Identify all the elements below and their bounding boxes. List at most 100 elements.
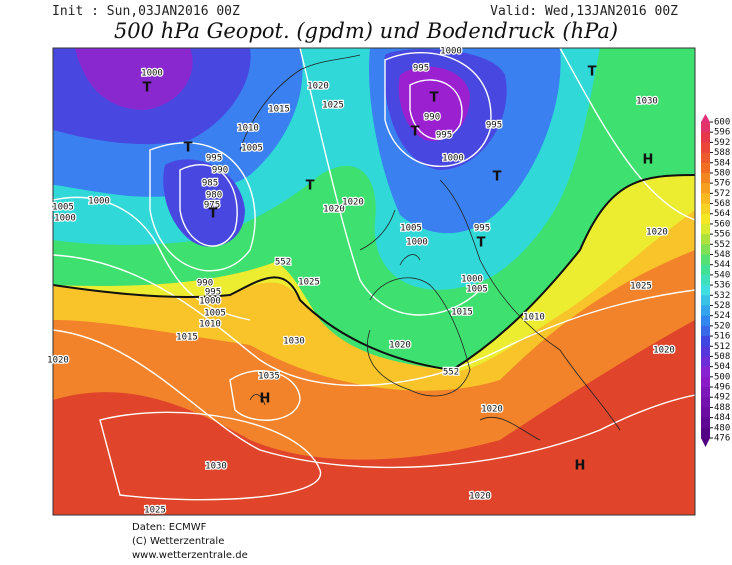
colorbar-label: 548 xyxy=(714,250,730,260)
pressure-center: T xyxy=(430,91,439,106)
isobar-label: 1025 xyxy=(322,101,344,111)
colorbar-label: 552 xyxy=(714,240,730,250)
colorbar-label: 512 xyxy=(714,342,730,352)
colorbar-label: 580 xyxy=(714,168,730,178)
colorbar-label: 544 xyxy=(714,260,730,270)
footer-line: (C) Wetterzentrale xyxy=(132,536,224,547)
isobar-label: 980 xyxy=(206,191,222,201)
colorbar-label: 524 xyxy=(714,311,730,321)
colorbar-label: 572 xyxy=(714,189,730,199)
colorbar-band xyxy=(701,376,710,388)
pressure-center: T xyxy=(209,207,218,222)
isobar-label: 1025 xyxy=(144,506,166,516)
isobar-label: 995 xyxy=(206,154,222,164)
pressure-center: T xyxy=(588,65,597,80)
isobar-label: 1005 xyxy=(241,144,263,154)
colorbar-band xyxy=(701,295,710,306)
pressure-center: H xyxy=(575,459,586,474)
colorbar-band xyxy=(701,346,710,357)
isobar-label: 995 xyxy=(474,224,490,234)
pressure-center: T xyxy=(184,141,193,156)
colorbar-label: 516 xyxy=(714,332,730,342)
colorbar-label: 536 xyxy=(714,281,730,291)
colorbar-label: 584 xyxy=(714,158,730,168)
colorbar-band xyxy=(701,417,710,429)
isobar-label: 1010 xyxy=(199,320,221,330)
colorbar-band xyxy=(701,264,710,276)
colorbar-band xyxy=(701,142,710,154)
isobar-label: 1010 xyxy=(523,313,545,323)
colorbar-band xyxy=(701,356,710,368)
colorbar-label: 532 xyxy=(714,291,730,301)
colorbar-band xyxy=(701,315,710,327)
footer-line: Daten: ECMWF xyxy=(132,522,207,533)
isobar-label: 1005 xyxy=(52,203,74,213)
colorbar-band xyxy=(701,162,710,174)
colorbar-band xyxy=(701,285,710,296)
colorbar-label: 496 xyxy=(714,383,730,393)
colorbar-band xyxy=(701,183,710,194)
pressure-center: T xyxy=(306,179,315,194)
isobar-label: 1015 xyxy=(176,333,198,343)
isobar-label: 1025 xyxy=(630,282,652,292)
isobar-label: 1020 xyxy=(307,82,329,92)
colorbar-label: 540 xyxy=(714,270,730,280)
colorbar-label: 492 xyxy=(714,393,730,403)
isobar-label: 1005 xyxy=(400,224,422,234)
colorbar-band xyxy=(701,366,710,378)
colorbar-label: 508 xyxy=(714,352,730,362)
isobar-label: 1030 xyxy=(205,462,227,472)
colorbar-band xyxy=(701,325,710,337)
colorbar-band xyxy=(701,427,710,439)
colorbar-cap xyxy=(701,438,710,447)
colorbar-label: 484 xyxy=(714,413,730,423)
map-frame xyxy=(52,47,696,516)
colorbar-band xyxy=(701,397,710,408)
colorbar-label: 576 xyxy=(714,179,730,189)
colorbar-label: 560 xyxy=(714,219,730,229)
colorbar-label: 596 xyxy=(714,128,730,138)
isobar-label: 1000 xyxy=(141,69,163,79)
colorbar-band xyxy=(701,223,710,235)
isobar-label: 1000 xyxy=(54,214,76,224)
map-title: 500 hPa Geopot. (gpdm) und Bodendruck (h… xyxy=(114,19,618,43)
colorbar-band xyxy=(701,407,710,419)
isobar-label: 1000 xyxy=(442,154,464,164)
pressure-center: T xyxy=(493,170,502,185)
colorbar-band xyxy=(701,213,710,225)
pressure-center: H xyxy=(643,153,654,168)
isobar-label: 995 xyxy=(486,121,502,131)
colorbar-label: 600 xyxy=(714,118,730,128)
colorbar-band xyxy=(701,152,710,164)
colorbar-label: 520 xyxy=(714,321,730,331)
footer-line: www.wetterzentrale.de xyxy=(132,550,248,561)
pressure-center: T xyxy=(143,81,152,96)
colorbar-label: 564 xyxy=(714,209,730,219)
isobar-label: 552 xyxy=(275,258,291,268)
colorbar-band xyxy=(701,254,710,266)
colorbar-label: 556 xyxy=(714,230,730,240)
isobar-label: 1005 xyxy=(204,309,226,319)
isobar-label: 1020 xyxy=(47,356,69,366)
colorbar-label: 504 xyxy=(714,362,730,372)
isobar-label: 1030 xyxy=(283,337,305,347)
isobar-label: 995 xyxy=(436,131,452,141)
map-labels: 1000TT1020102510151010100599599098598097… xyxy=(46,45,676,517)
valid-time: Valid: Wed,13JAN2016 00Z xyxy=(490,4,678,19)
colorbar-band xyxy=(701,336,710,347)
isobar-label: 1020 xyxy=(469,492,491,502)
isobar-label: 1010 xyxy=(237,124,259,134)
colorbar-band xyxy=(701,234,710,245)
isobar-label: 975 xyxy=(204,201,220,211)
colorbar-label: 476 xyxy=(714,434,730,444)
isobar-label: 1000 xyxy=(406,238,428,248)
isobar-label: 1000 xyxy=(88,197,110,207)
pressure-center: T xyxy=(477,236,486,251)
isobar-label: 990 xyxy=(424,113,440,123)
isobar-label: 990 xyxy=(212,166,228,176)
isobar-label: 1000 xyxy=(461,275,483,285)
colorbar-band xyxy=(701,172,710,184)
colorbar-cap xyxy=(701,114,710,122)
isobar-label: 1000 xyxy=(199,297,221,307)
